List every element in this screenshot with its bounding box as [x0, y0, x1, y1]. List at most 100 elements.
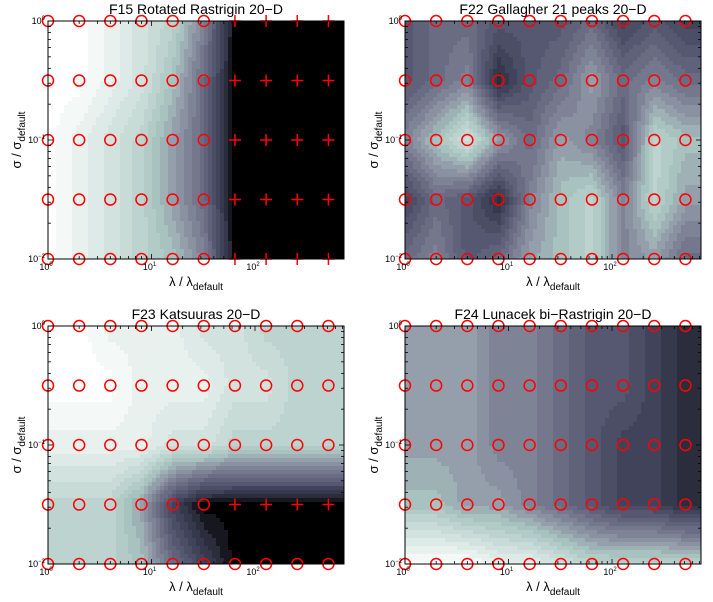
- heat-cell: [208, 241, 213, 246]
- heat-cell: [300, 253, 305, 258]
- heat-cell: [320, 197, 325, 202]
- heat-cell: [244, 149, 249, 154]
- heat-cell: [332, 201, 337, 206]
- heat-cell: [529, 41, 534, 46]
- heat-cell: [164, 97, 169, 102]
- heat-cell: [104, 177, 109, 182]
- heat-cell: [164, 85, 169, 90]
- heat-cell: [248, 217, 253, 222]
- heat-cell: [172, 85, 177, 90]
- heat-cell: [288, 125, 293, 130]
- heat-cell: [164, 45, 169, 50]
- heat-cell: [256, 257, 261, 260]
- heat-cell: [76, 121, 81, 126]
- heat-cell: [541, 41, 546, 46]
- heat-cell: [545, 25, 550, 30]
- heat-cell: [316, 149, 321, 154]
- heat-cell: [140, 193, 145, 198]
- heat-cell: [196, 73, 201, 78]
- heat-cell: [296, 49, 301, 54]
- heat-cell: [328, 157, 333, 162]
- heat-cell: [477, 37, 482, 42]
- circle-marker: [197, 74, 211, 87]
- heat-cell: [88, 193, 93, 198]
- heat-cell: [112, 77, 117, 82]
- heat-cell: [288, 217, 293, 222]
- heat-cell: [76, 221, 81, 226]
- heat-cell: [88, 121, 93, 126]
- heat-cell: [192, 189, 197, 194]
- heat-cell: [60, 129, 65, 134]
- heat-cell: [445, 33, 450, 38]
- heat-cell: [264, 149, 269, 154]
- circle-marker: [104, 193, 117, 206]
- heat-cell: [116, 113, 121, 118]
- heat-cell: [60, 85, 65, 90]
- heat-cell: [304, 21, 309, 26]
- heat-cell: [328, 173, 333, 178]
- heat-cell: [76, 45, 81, 50]
- heat-cell: [96, 237, 101, 242]
- heat-cell: [72, 101, 77, 106]
- heat-cell: [220, 185, 225, 190]
- heat-cell: [144, 221, 149, 226]
- heat-cell: [108, 41, 113, 46]
- heat-cell: [236, 93, 241, 98]
- heat-cell: [128, 221, 133, 226]
- heat-cell: [204, 101, 209, 106]
- heat-cell: [180, 253, 185, 258]
- heat-cell: [324, 233, 329, 238]
- heat-cell: [104, 165, 109, 170]
- heat-cell: [204, 37, 209, 42]
- heat-cell: [128, 245, 133, 250]
- heat-cell: [244, 41, 249, 46]
- heat-cell: [160, 29, 165, 34]
- heat-cell: [340, 161, 345, 166]
- heat-cell: [280, 209, 285, 214]
- heat-cell: [96, 241, 101, 246]
- heat-cell: [132, 41, 137, 46]
- heat-cell: [300, 213, 305, 218]
- heat-cell: [68, 225, 73, 230]
- heat-cell: [204, 97, 209, 102]
- heat-cell: [160, 221, 165, 226]
- heat-cell: [200, 105, 205, 110]
- heat-cell: [481, 29, 486, 34]
- heat-cell: [653, 37, 658, 42]
- heat-cell: [296, 129, 301, 134]
- heat-cell: [260, 181, 265, 186]
- heat-cell: [76, 21, 81, 26]
- heat-cell: [156, 225, 161, 230]
- heat-cell: [228, 89, 233, 94]
- heat-cell: [336, 189, 341, 194]
- heat-cell: [288, 45, 293, 50]
- heat-cell: [64, 249, 69, 254]
- heat-cell: [232, 153, 237, 158]
- heat-cell: [304, 209, 309, 214]
- heat-cell: [164, 193, 169, 198]
- heat-cell: [244, 49, 249, 54]
- heat-cell: [144, 161, 149, 166]
- heat-cell: [196, 173, 201, 178]
- heat-cell: [236, 249, 241, 254]
- heat-cell: [296, 245, 301, 250]
- heat-cell: [88, 249, 93, 254]
- heat-cell: [120, 241, 125, 246]
- heat-cell: [96, 233, 101, 238]
- heat-cell: [60, 125, 65, 130]
- heat-cell: [232, 41, 237, 46]
- heat-cell: [120, 117, 125, 122]
- heat-cell: [413, 37, 418, 42]
- heat-cell: [312, 169, 317, 174]
- heat-cell: [312, 105, 317, 110]
- heat-cell: [124, 161, 129, 166]
- heat-cell: [216, 121, 221, 126]
- heat-cell: [457, 33, 462, 38]
- heat-cell: [268, 193, 273, 198]
- heat-cell: [312, 181, 317, 186]
- heat-cell: [308, 177, 313, 182]
- heat-cell: [184, 205, 189, 210]
- heat-cell: [60, 133, 65, 138]
- heat-cell: [264, 189, 269, 194]
- heat-cell: [144, 53, 149, 58]
